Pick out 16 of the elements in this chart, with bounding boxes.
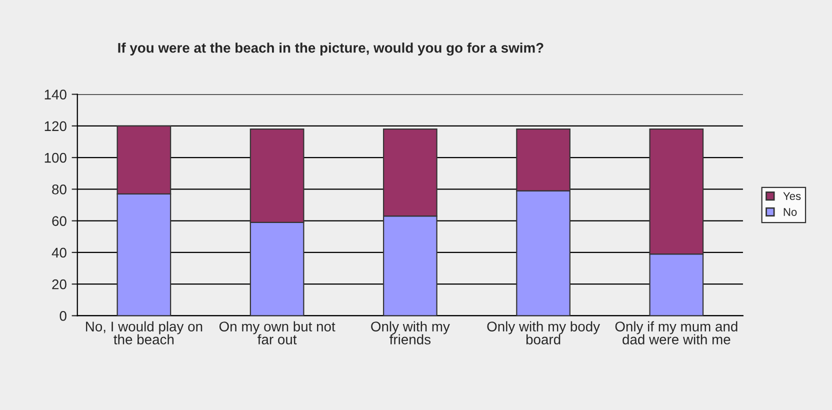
y-tick-label: 140 — [44, 90, 66, 100]
y-tick-label: 40 — [52, 248, 66, 258]
x-tick-label: Only if my mum and dad were with me — [615, 321, 738, 344]
legend-label: No — [784, 208, 797, 216]
legend-label: Yes — [783, 192, 801, 200]
y-tick-label: 100 — [44, 152, 66, 163]
y-tick-label: 80 — [52, 184, 66, 194]
x-tick-label: Only with my body board — [487, 321, 600, 344]
chart-title: If you were at the beach in the picture, would you go for a swim? — [118, 42, 544, 56]
y-tick-label: 0 — [60, 311, 66, 321]
y-tick-label: 60 — [52, 216, 66, 226]
y-tick-label: 120 — [44, 121, 66, 132]
x-tick-label: On my own but not far out — [219, 321, 336, 344]
x-tick-label: No, I would play on the beach — [86, 321, 202, 344]
x-tick-label: Only with my friends — [371, 321, 450, 344]
y-tick-label: 20 — [52, 279, 66, 290]
